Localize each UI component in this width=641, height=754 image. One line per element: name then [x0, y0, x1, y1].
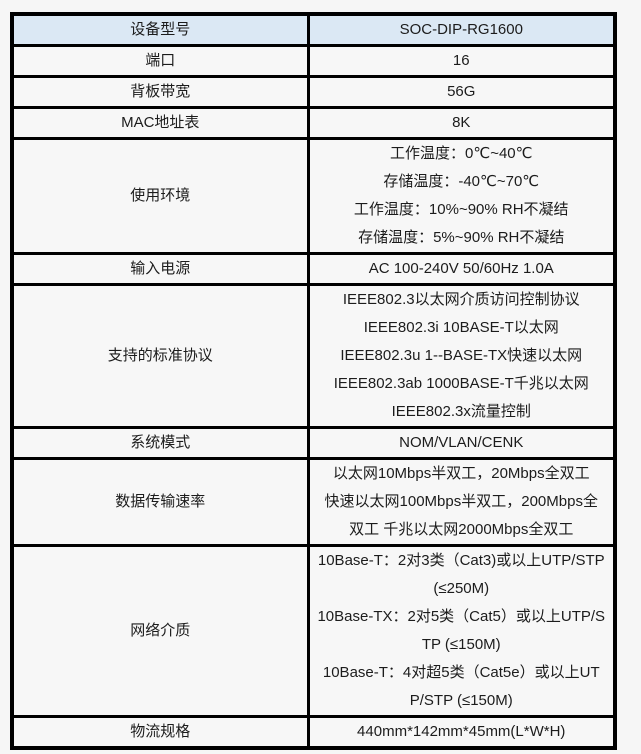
value-line: 快速以太网100Mbps半双工，200Mbps全 — [324, 493, 598, 510]
value-line: IEEE802.3以太网介质访问控制协议 — [342, 291, 580, 308]
spec-row-logistics: 物流规格 440mm*142mm*45mm(L*W*H) — [10, 715, 617, 750]
value-line: TP (≤150M) — [421, 636, 501, 653]
value-line: NOM/VLAN/CENK — [399, 434, 524, 451]
value-line: P/STP (≤150M) — [409, 692, 513, 709]
spec-label: 系统模式 — [10, 426, 310, 460]
spec-row-input-power: 输入电源 AC 100-240V 50/60Hz 1.0A — [10, 252, 617, 286]
value-line: AC 100-240V 50/60Hz 1.0A — [368, 260, 554, 277]
spec-table: 设备型号 SOC-DIP-RG1600 端口 16 背板带宽 56G MAC地址… — [10, 12, 617, 750]
value-line: 10Base-T：4对超5类（Cat5e）或以上UT — [322, 664, 600, 681]
value-line: 以太网10Mbps半双工，20Mbps全双工 — [332, 465, 590, 482]
spec-label: 物流规格 — [10, 715, 310, 750]
spec-value: NOM/VLAN/CENK — [306, 426, 617, 460]
spec-value: 56G — [306, 75, 617, 109]
spec-label: 支持的标准协议 — [10, 283, 310, 429]
value-line: 工作温度：0℃~40℃ — [390, 145, 533, 162]
spec-row-backplane-bandwidth: 背板带宽 56G — [10, 75, 617, 109]
spec-value: IEEE802.3以太网介质访问控制协议 IEEE802.3i 10BASE-T以… — [306, 283, 617, 429]
value-line: 工作温度：10%~90% RH不凝结 — [353, 201, 569, 218]
spec-row-model: 设备型号 SOC-DIP-RG1600 — [10, 12, 617, 47]
spec-value: 16 — [306, 44, 617, 78]
spec-row-network-media: 网络介质 10Base-T：2对3类（Cat3)或以上UTP/STP (≤250M… — [10, 544, 617, 718]
spec-value: 8K — [306, 106, 617, 140]
value-line: IEEE802.3x流量控制 — [391, 403, 531, 420]
spec-value: 10Base-T：2对3类（Cat3)或以上UTP/STP (≤250M) 10Ba… — [306, 544, 617, 718]
value-line: IEEE802.3ab 1000BASE-T千兆以太网 — [333, 375, 589, 392]
spec-row-environment: 使用环境 工作温度：0℃~40℃ 存储温度：-40℃~70℃ 工作温度：10%~90… — [10, 137, 617, 255]
spec-row-mac-table: MAC地址表 8K — [10, 106, 617, 140]
spec-value: SOC-DIP-RG1600 — [306, 12, 617, 47]
value-line: 10Base-T：2对3类（Cat3)或以上UTP/STP — [317, 552, 605, 569]
value-line: IEEE802.3u 1--BASE-TX快速以太网 — [340, 347, 583, 364]
value-line: 双工 千兆以太网2000Mbps全双工 — [349, 521, 574, 538]
value-line: (≤250M) — [433, 580, 490, 597]
value-line: 存储温度：-40℃~70℃ — [383, 173, 540, 190]
spec-row-system-mode: 系统模式 NOM/VLAN/CENK — [10, 426, 617, 460]
value-line: 存储温度：5%~90% RH不凝结 — [358, 229, 565, 246]
spec-value: 440mm*142mm*45mm(L*W*H) — [306, 715, 617, 750]
spec-label: 数据传输速率 — [10, 457, 310, 547]
spec-label: 背板带宽 — [10, 75, 310, 109]
value-line: 8K — [452, 114, 471, 131]
spec-value: 以太网10Mbps半双工，20Mbps全双工 快速以太网100Mbps半双工，20… — [306, 457, 617, 547]
value-line: 440mm*142mm*45mm(L*W*H) — [357, 723, 566, 740]
spec-row-ports: 端口 16 — [10, 44, 617, 78]
spec-label: 设备型号 — [10, 12, 310, 47]
value-line: 10Base-TX：2对5类（Cat5）或以上UTP/S — [317, 608, 606, 625]
value-line: 16 — [452, 52, 470, 69]
spec-value: 工作温度：0℃~40℃ 存储温度：-40℃~70℃ 工作温度：10%~90% RH不… — [306, 137, 617, 255]
spec-row-data-rate: 数据传输速率 以太网10Mbps半双工，20Mbps全双工 快速以太网100Mbp… — [10, 457, 617, 547]
spec-label: 输入电源 — [10, 252, 310, 286]
spec-label: 使用环境 — [10, 137, 310, 255]
spec-value: AC 100-240V 50/60Hz 1.0A — [306, 252, 617, 286]
spec-label: 端口 — [10, 44, 310, 78]
value-line: SOC-DIP-RG1600 — [399, 21, 523, 38]
value-line: 56G — [447, 83, 476, 100]
spec-label: MAC地址表 — [10, 106, 310, 140]
spec-row-protocols: 支持的标准协议 IEEE802.3以太网介质访问控制协议 IEEE802.3i 1… — [10, 283, 617, 429]
value-line: IEEE802.3i 10BASE-T以太网 — [363, 319, 559, 336]
spec-label: 网络介质 — [10, 544, 310, 718]
